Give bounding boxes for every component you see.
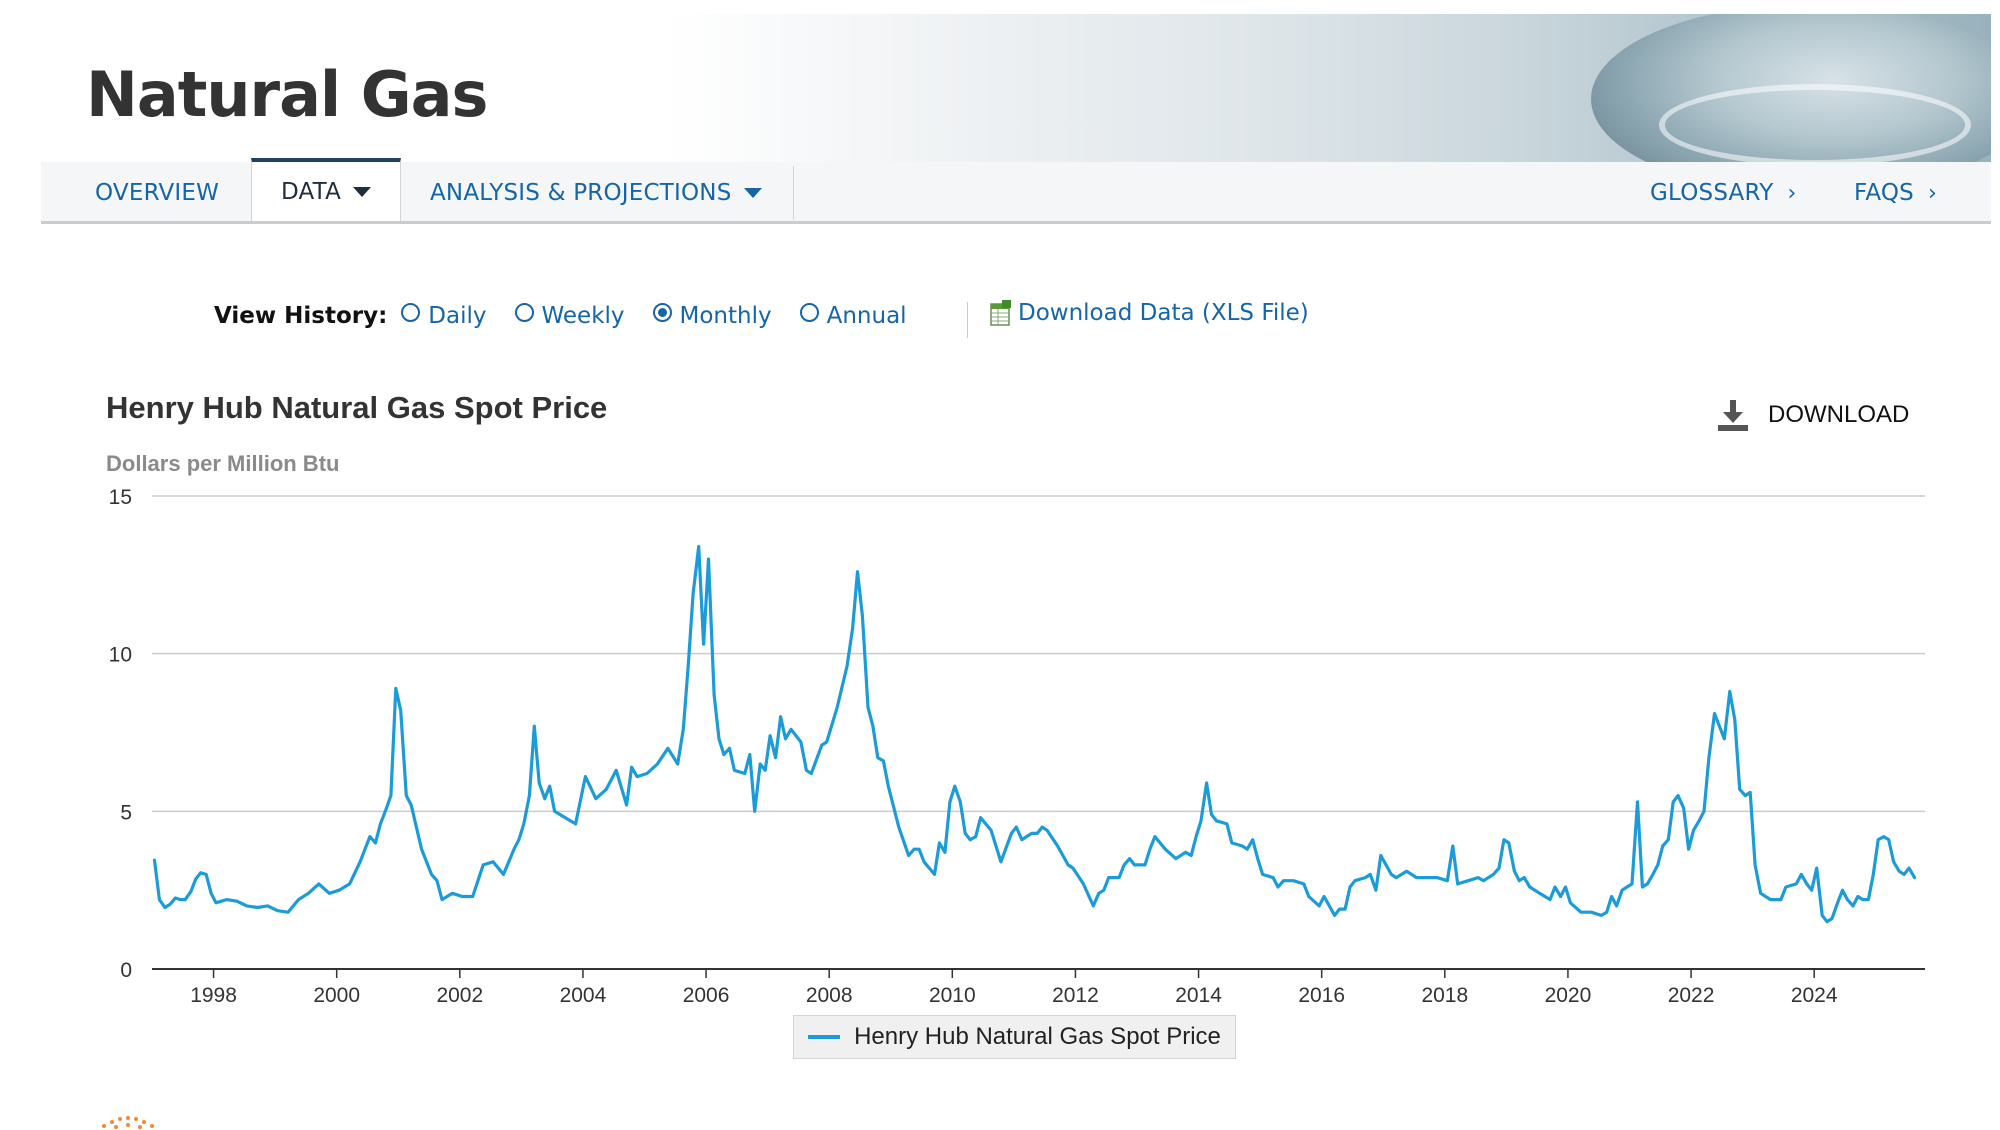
chart-legend[interactable]: Henry Hub Natural Gas Spot Price bbox=[793, 1015, 1236, 1059]
page-banner bbox=[41, 14, 1991, 162]
x-tick-label: 2000 bbox=[313, 984, 360, 1007]
nav-glossary-label: GLOSSARY bbox=[1650, 180, 1774, 206]
chevron-right-icon: › bbox=[1927, 180, 1937, 206]
radio-daily[interactable]: Daily bbox=[401, 302, 487, 329]
nav-overview[interactable]: OVERVIEW bbox=[95, 162, 219, 224]
x-axis-ticks: 1998 2000 2002 2004 2006 2008 2010 2012 2014 2016… bbox=[190, 969, 1838, 1007]
radio-monthly[interactable]: Monthly bbox=[652, 302, 772, 329]
radio-daily-label: Daily bbox=[428, 303, 487, 329]
chart-y-axis-label: Dollars per Million Btu bbox=[106, 451, 340, 476]
legend-series-name: Henry Hub Natural Gas Spot Price bbox=[854, 1023, 1221, 1050]
x-tick-label: 2020 bbox=[1545, 984, 1592, 1007]
gas-burner-ring bbox=[1659, 84, 1971, 162]
radio-button-selected[interactable] bbox=[652, 302, 672, 322]
nav-data[interactable]: DATA bbox=[251, 158, 401, 221]
y-tick-label: 15 bbox=[109, 486, 132, 509]
chart-title: Henry Hub Natural Gas Spot Price bbox=[106, 390, 608, 425]
x-tick-label: 2006 bbox=[683, 984, 730, 1007]
x-tick-label: 1998 bbox=[190, 984, 237, 1007]
nav-analysis-label: ANALYSIS & PROJECTIONS bbox=[430, 180, 732, 206]
history-divider bbox=[967, 302, 968, 338]
radio-weekly-label: Weekly bbox=[541, 303, 625, 329]
radio-button[interactable] bbox=[514, 302, 534, 322]
legend-line-swatch bbox=[808, 1035, 841, 1039]
chart-download-label: DOWNLOAD bbox=[1768, 401, 1910, 428]
page-title: Natural Gas bbox=[86, 58, 488, 131]
download-xls-label: Download Data (XLS File) bbox=[1018, 300, 1309, 326]
x-tick-label: 2010 bbox=[929, 984, 976, 1007]
radio-weekly[interactable]: Weekly bbox=[514, 302, 625, 329]
radio-monthly-label: Monthly bbox=[679, 303, 772, 329]
nav-faqs-label: FAQS bbox=[1854, 180, 1914, 206]
nav-overview-label: OVERVIEW bbox=[95, 180, 220, 206]
chart-download-button[interactable]: DOWNLOAD bbox=[1716, 398, 1909, 432]
chart-series bbox=[152, 544, 1917, 924]
x-tick-label: 2008 bbox=[806, 984, 853, 1007]
x-tick-label: 2002 bbox=[436, 984, 483, 1007]
radio-annual[interactable]: Annual bbox=[799, 302, 907, 329]
nav-data-label: DATA bbox=[280, 178, 342, 205]
download-icon bbox=[1718, 400, 1748, 431]
y-tick-label: 0 bbox=[120, 959, 132, 982]
y-tick-label: 10 bbox=[109, 644, 132, 667]
chart-gridlines bbox=[152, 495, 1925, 970]
x-tick-label: 2024 bbox=[1791, 984, 1838, 1007]
eia-logo-partial bbox=[102, 1116, 154, 1129]
nav-glossary[interactable]: GLOSSARY › bbox=[1650, 162, 1796, 224]
nav-faqs[interactable]: FAQS › bbox=[1854, 162, 1937, 224]
main-nav: OVERVIEW DATA ANALYSIS & PROJECTIONS GLO… bbox=[41, 158, 1991, 224]
caret-down-icon bbox=[353, 186, 372, 197]
nav-divider bbox=[793, 166, 794, 220]
caret-down-icon bbox=[743, 188, 762, 198]
radio-annual-label: Annual bbox=[826, 303, 907, 329]
y-tick-label: 5 bbox=[120, 801, 132, 824]
radio-button[interactable] bbox=[799, 302, 819, 322]
nav-analysis-projections[interactable]: ANALYSIS & PROJECTIONS bbox=[430, 162, 762, 224]
download-xls-link[interactable]: Download Data (XLS File) bbox=[990, 300, 1309, 326]
x-tick-label: 2018 bbox=[1421, 984, 1468, 1007]
chevron-right-icon: › bbox=[1787, 180, 1797, 206]
series-line-henry-hub bbox=[152, 544, 1917, 924]
x-tick-label: 2004 bbox=[560, 984, 607, 1007]
radio-button[interactable] bbox=[401, 302, 421, 322]
x-tick-label: 2022 bbox=[1668, 984, 1715, 1007]
y-axis-ticks: 0 5 10 15 bbox=[109, 486, 132, 982]
view-history: View History: Daily Weekly Monthly Annua… bbox=[214, 298, 935, 334]
x-tick-label: 2014 bbox=[1175, 984, 1222, 1007]
view-history-label: View History: bbox=[214, 303, 388, 329]
x-tick-label: 2016 bbox=[1298, 984, 1345, 1007]
spreadsheet-icon bbox=[990, 300, 1011, 326]
x-tick-label: 2012 bbox=[1052, 984, 1099, 1007]
